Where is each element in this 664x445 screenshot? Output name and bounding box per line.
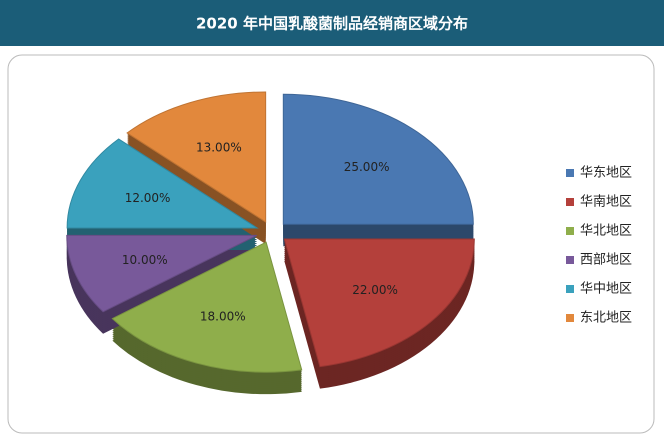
legend-swatch [566, 285, 574, 293]
legend-label: 东北地区 [580, 311, 632, 326]
data-label: 12.00% [125, 191, 171, 205]
legend-label: 华南地区 [580, 194, 632, 210]
slice [111, 241, 303, 373]
legend-swatch [566, 314, 574, 322]
legend-label: 华中地区 [580, 282, 632, 297]
legend-label: 华东地区 [580, 166, 632, 181]
legend-label: 西部地区 [580, 253, 632, 268]
slice [282, 93, 474, 225]
legend-swatch [566, 256, 574, 264]
data-label: 18.00% [200, 310, 246, 324]
title-bar [0, 0, 664, 46]
slice [283, 238, 475, 368]
data-label: 22.00% [352, 283, 398, 297]
data-label: 13.00% [196, 140, 242, 154]
legend-swatch [566, 227, 574, 235]
slice [126, 91, 267, 223]
legend-label: 华北地区 [580, 224, 632, 239]
chart-title: 2020 年中国乳酸菌制品经销商区域分布 [196, 15, 468, 33]
slice [66, 234, 258, 313]
slice [66, 138, 259, 229]
legend-swatch [566, 198, 574, 206]
legend-swatch [566, 169, 574, 177]
data-label: 10.00% [122, 253, 168, 267]
data-label: 25.00% [344, 160, 390, 174]
